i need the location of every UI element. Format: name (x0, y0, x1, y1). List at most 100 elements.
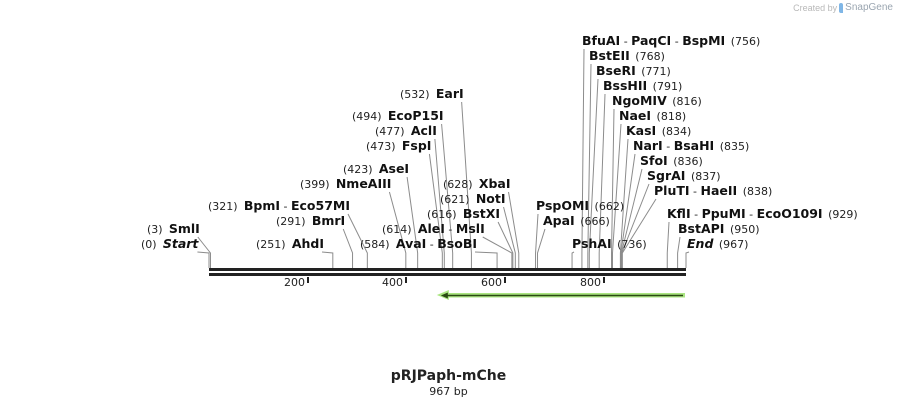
site-position: (321) (208, 200, 238, 213)
site-leader-line (587, 63, 592, 268)
site-label-eari[interactable]: (532) EarI (400, 86, 464, 101)
site-leader-line (197, 251, 210, 268)
site-position: (838) (737, 185, 772, 198)
dna-backbone (209, 268, 686, 276)
site-label-kasi[interactable]: KasI (834) (626, 123, 691, 138)
site-leader-line (535, 213, 539, 268)
site-label-bmri[interactable]: (291) BmrI (276, 213, 345, 228)
site-leader-line (321, 251, 334, 268)
site-label-naei[interactable]: NaeI (818) (619, 108, 686, 123)
site-label-alei-msli[interactable]: (614) AleI - MslI (382, 221, 485, 236)
site-label-bsteii[interactable]: BstEII (768) (589, 48, 665, 63)
site-leader-line (666, 221, 670, 268)
enzyme-name: BfuAI (582, 33, 620, 48)
site-leader-line (482, 236, 513, 268)
site-position: (584) (360, 238, 390, 251)
site-leader-line (428, 153, 443, 268)
enzyme-name: EcoP15I (382, 108, 444, 123)
site-position: (836) (668, 155, 703, 168)
site-label-nmeaiii[interactable]: (399) NmeAIII (300, 176, 391, 191)
site-position: (756) (725, 35, 760, 48)
enzyme-name: BsaHI (674, 138, 715, 153)
site-label-bsshii[interactable]: BssHII (791) (603, 78, 682, 93)
site-leader-line (581, 48, 585, 268)
enzyme-name: BmrI (306, 213, 346, 228)
site-leader-line (434, 138, 445, 268)
enzyme-name: BstEII (589, 48, 630, 63)
site-leader-line (461, 101, 472, 268)
enzyme-name: PaqCI (631, 33, 671, 48)
enzyme-name: BseRI (596, 63, 636, 78)
site-label-bfuai-paqci-bspmi[interactable]: BfuAI - PaqCI - BspMI (756) (582, 33, 760, 48)
site-label-pluti-haeii[interactable]: PluTI - HaeII (838) (654, 183, 772, 198)
site-position: (251) (256, 238, 286, 251)
site-position: (791) (647, 80, 682, 93)
site-label-avai-bsobi[interactable]: (584) AvaI - BsoBI (360, 236, 477, 251)
site-leader-line (611, 108, 615, 268)
site-label-start[interactable]: (0) Start (141, 236, 199, 251)
site-position: - (663, 140, 674, 153)
enzyme-name: XbaI (473, 176, 511, 191)
site-leader-line (503, 206, 516, 268)
enzyme-name: KflI (667, 206, 691, 221)
site-label-noti[interactable]: (621) NotI (440, 191, 506, 206)
site-leader-line (588, 78, 599, 268)
site-leader-line (342, 228, 354, 268)
site-label-sgrai[interactable]: SgrAI (837) (647, 168, 721, 183)
enzyme-name: NarI (633, 138, 663, 153)
ruler-tick (405, 277, 407, 283)
site-position: - (426, 238, 437, 251)
site-position: (662) (589, 200, 624, 213)
site-position: (399) (300, 178, 330, 191)
ruler-ticks: 200 400 600 800 (284, 276, 605, 289)
site-leader-line (497, 221, 514, 268)
site-position: (768) (630, 50, 665, 63)
site-label-pspomi[interactable]: PspOMI (662) (536, 198, 624, 213)
enzyme-name: NaeI (619, 108, 651, 123)
site-label-kfli-ppumi-ecoo109i[interactable]: KflI - PpuMI - EcoO109I (929) (667, 206, 858, 221)
site-label-end[interactable]: End (967) (687, 236, 748, 251)
enzyme-name: SmlI (163, 221, 200, 236)
enzyme-name: BspMI (682, 33, 725, 48)
site-leader-line (571, 251, 575, 268)
site-label-ngomiv[interactable]: NgoMIV (816) (612, 93, 702, 108)
site-position: (621) (440, 193, 470, 206)
credit-brand: SnapGene (845, 2, 893, 13)
site-position: (494) (352, 110, 382, 123)
site-label-bstapi[interactable]: BstAPI (950) (678, 221, 760, 236)
site-leader-line (677, 236, 681, 268)
site-position: (835) (714, 140, 749, 153)
site-label-nari-bsahi[interactable]: NarI - BsaHI (835) (633, 138, 749, 153)
site-position: (532) (400, 88, 430, 101)
site-label-xbai[interactable]: (628) XbaI (443, 176, 511, 191)
enzyme-name: BpmI (238, 198, 280, 213)
site-position: - (280, 200, 291, 213)
site-label-asei[interactable]: (423) AseI (343, 161, 409, 176)
site-label-bseri[interactable]: BseRI (771) (596, 63, 671, 78)
enzyme-name: PpuMI (702, 206, 746, 221)
site-label-ahdi[interactable]: (251) AhdI (256, 236, 324, 251)
site-label-acli[interactable]: (477) AclI (375, 123, 437, 138)
site-label-sfoi[interactable]: SfoI (836) (640, 153, 703, 168)
site-leader-line (508, 191, 520, 268)
site-position: (816) (667, 95, 702, 108)
reverse-feature-arrow[interactable] (436, 290, 686, 300)
site-label-bstxi[interactable]: (616) BstXI (427, 206, 500, 221)
site-position: (477) (375, 125, 405, 138)
site-position: (837) (685, 170, 720, 183)
enzyme-name: AclI (405, 123, 437, 138)
enzyme-name: EcoO109I (757, 206, 823, 221)
site-label-pshai[interactable]: PshAI (736) (572, 236, 647, 251)
restriction-site-labels: (0) Start(3) SmlI(251) AhdI(291) BmrI(32… (141, 33, 858, 251)
site-label-apai[interactable]: ApaI (666) (543, 213, 610, 228)
site-label-ecop15i[interactable]: (494) EcoP15I (352, 108, 444, 123)
site-position: (950) (724, 223, 759, 236)
site-label-fspi[interactable]: (473) FspI (366, 138, 431, 153)
site-leader-line (621, 198, 657, 268)
site-leader-line (612, 123, 622, 268)
enzyme-name: SfoI (640, 153, 668, 168)
site-label-smli[interactable]: (3) SmlI (147, 221, 200, 236)
site-position: - (691, 208, 702, 221)
site-position: (473) (366, 140, 396, 153)
site-label-bpmi-eco57mi[interactable]: (321) BpmI - Eco57MI (208, 198, 350, 213)
